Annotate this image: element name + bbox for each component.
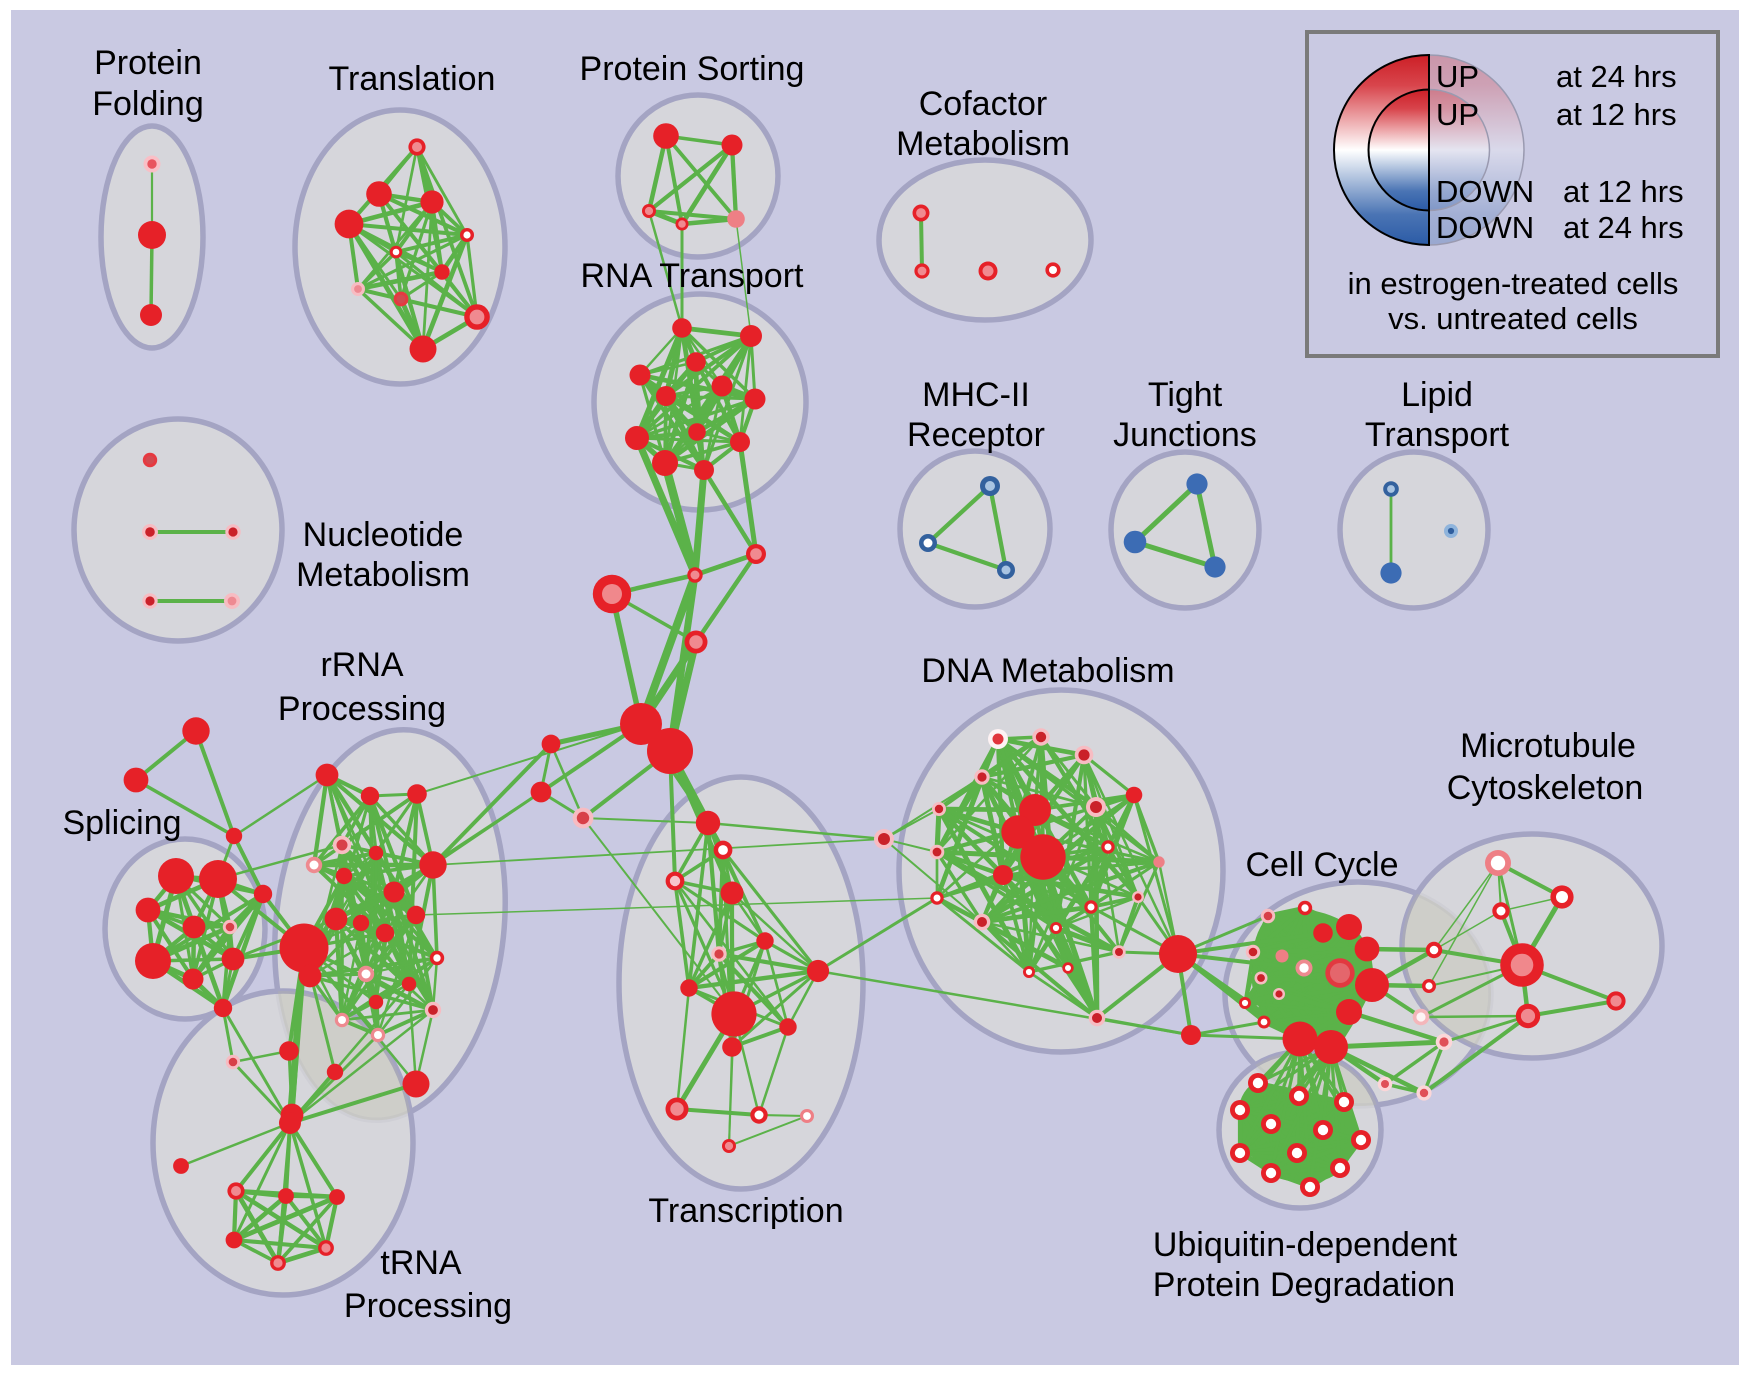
svg-text:UP: UP: [1436, 97, 1479, 132]
svg-text:rRNA: rRNA: [320, 646, 403, 684]
svg-text:tRNA: tRNA: [380, 1244, 462, 1282]
svg-text:RNA Transport: RNA Transport: [581, 257, 805, 295]
svg-text:MHC-II: MHC-II: [922, 376, 1030, 414]
svg-text:Transport: Transport: [1365, 416, 1510, 454]
svg-text:Splicing: Splicing: [62, 804, 181, 842]
svg-text:Metabolism: Metabolism: [896, 125, 1070, 163]
svg-text:Junctions: Junctions: [1113, 416, 1257, 454]
svg-text:Metabolism: Metabolism: [296, 556, 470, 594]
svg-text:Transcription: Transcription: [648, 1192, 843, 1230]
svg-text:UP: UP: [1436, 59, 1479, 94]
svg-text:Cofactor: Cofactor: [919, 85, 1048, 123]
svg-text:Protein Sorting: Protein Sorting: [580, 50, 805, 88]
svg-text:Cell Cycle: Cell Cycle: [1245, 846, 1398, 884]
svg-text:Processing: Processing: [344, 1287, 512, 1325]
svg-text:Translation: Translation: [329, 60, 496, 98]
svg-text:DOWN: DOWN: [1436, 210, 1534, 245]
svg-text:Lipid: Lipid: [1401, 376, 1473, 414]
svg-text:at 12 hrs: at 12 hrs: [1563, 174, 1684, 209]
svg-text:Receptor: Receptor: [907, 416, 1045, 454]
svg-text:Ubiquitin-dependent: Ubiquitin-dependent: [1153, 1226, 1458, 1264]
svg-text:at 24 hrs: at 24 hrs: [1563, 210, 1684, 245]
svg-text:at 24 hrs: at 24 hrs: [1556, 59, 1677, 94]
svg-text:DOWN: DOWN: [1436, 174, 1534, 209]
svg-text:Protein: Protein: [94, 44, 202, 82]
svg-text:Protein Degradation: Protein Degradation: [1153, 1266, 1455, 1304]
svg-text:Microtubule: Microtubule: [1460, 727, 1636, 765]
svg-text:Folding: Folding: [92, 85, 204, 123]
svg-text:DNA Metabolism: DNA Metabolism: [921, 652, 1174, 690]
svg-text:Cytoskeleton: Cytoskeleton: [1447, 769, 1644, 807]
svg-text:Tight: Tight: [1148, 376, 1223, 414]
svg-text:in estrogen-treated cells: in estrogen-treated cells: [1348, 266, 1679, 301]
svg-text:Nucleotide: Nucleotide: [303, 516, 464, 554]
svg-text:Processing: Processing: [278, 690, 446, 728]
svg-text:at 12 hrs: at 12 hrs: [1556, 97, 1677, 132]
svg-text:vs. untreated cells: vs. untreated cells: [1388, 301, 1638, 336]
